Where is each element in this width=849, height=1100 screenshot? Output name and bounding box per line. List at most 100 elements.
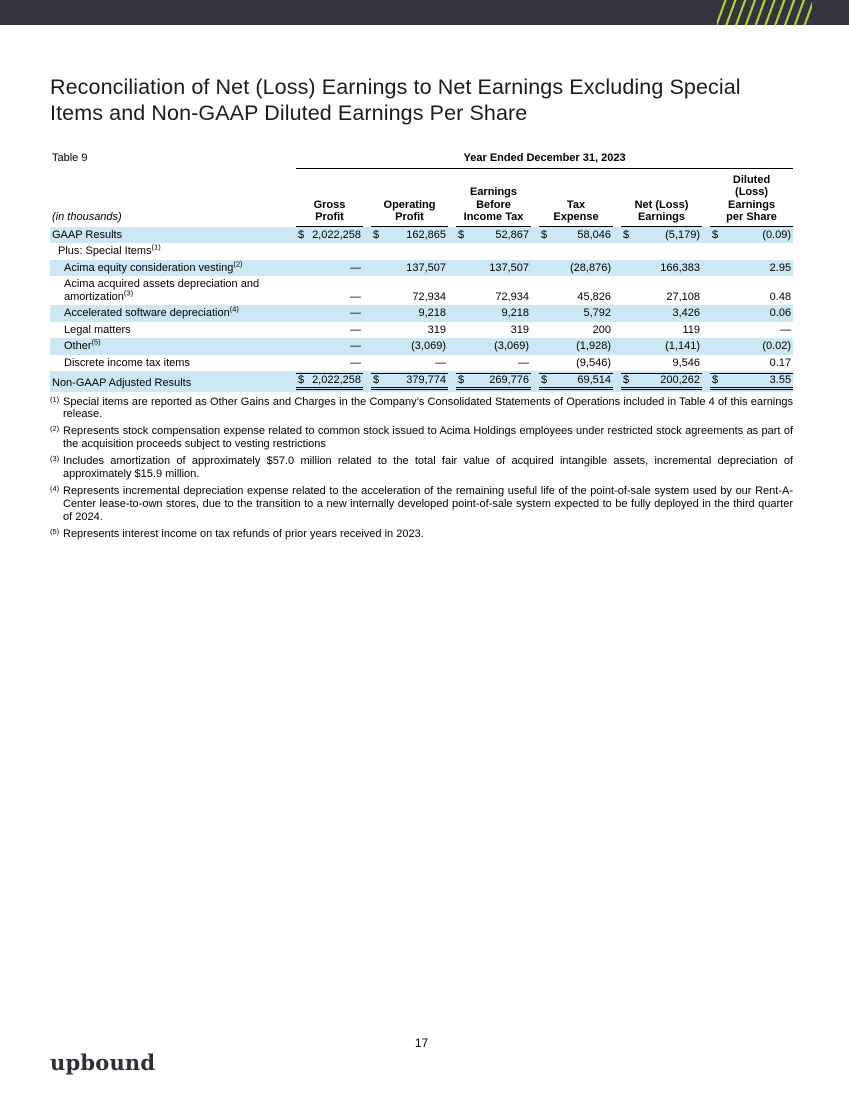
value-cell: 0.06 [769, 307, 792, 319]
value-cell: 9,218 [418, 307, 446, 319]
table-row: Acima acquired assets depreciation and a… [50, 276, 793, 305]
column-header-diluted-eps: Diluted (Loss) Earnings per Share [702, 169, 794, 227]
row-label: Acima acquired assets depreciation and a… [64, 278, 260, 303]
footnote-marker: (3) [50, 454, 60, 464]
value-cell: $269,776 [448, 371, 531, 392]
content-area: Table 9 Year Ended December 31, 2023 (in… [50, 152, 794, 545]
value-cell [448, 243, 531, 260]
value-cell: — [350, 261, 361, 274]
column-header-operating-profit: Operating Profit [363, 169, 448, 227]
table-row: Non-GAAP Adjusted Results $2,022,258 $379,… [50, 371, 794, 392]
value-cell: $58,046 [541, 228, 611, 241]
value-cell: $2,022,258 [298, 228, 361, 241]
footnote: (5) Represents interest income on tax ref… [50, 526, 793, 541]
page-title: Reconciliation of Net (Loss) Earnings to… [50, 75, 741, 125]
reconciliation-table-body: GAAP Results $2,022,258 $162,865 $52,867 $58… [50, 226, 794, 392]
value-cell: — [518, 356, 529, 369]
value-cell: (9,546) [576, 356, 611, 369]
row-label: Plus: Special Items(1) [58, 242, 161, 257]
row-label: Other(5) [64, 337, 101, 352]
value-cell [702, 243, 793, 260]
column-header-earnings-before-income-tax: Earnings Before Income Tax [448, 169, 531, 227]
row-label: Legal matters [64, 323, 131, 336]
period-header-row: Table 9 Year Ended December 31, 2023 [50, 152, 794, 169]
top-header-bar [0, 0, 849, 25]
value-cell [531, 243, 613, 260]
footnote-text: Represents incremental depreciation expe… [63, 484, 793, 523]
period-header: Year Ended December 31, 2023 [296, 152, 794, 169]
value-cell: — [350, 307, 361, 319]
value-cell: — [350, 323, 361, 336]
value-cell: 5,792 [583, 307, 611, 319]
footnotes: (1) Special items are reported as Other G… [50, 394, 793, 541]
column-header-net-loss-earnings: Net (Loss) Earnings [613, 169, 702, 227]
value-cell: 45,826 [577, 290, 611, 303]
footnote: (2) Represents stock compensation expense… [50, 424, 793, 451]
table-row: Accelerated software depreciation(4) — 9,2… [50, 304, 794, 322]
value-cell: 119 [682, 323, 700, 336]
table-number-label: Table 9 [52, 152, 88, 164]
table-row: Plus: Special Items(1) [50, 243, 793, 260]
footnote-text: Includes amortization of approximately $… [63, 455, 793, 481]
value-cell: (3,069) [494, 340, 529, 352]
value-cell [288, 243, 363, 260]
value-cell: 137,507 [406, 261, 446, 274]
value-cell: (0.02) [762, 340, 792, 352]
table-row: GAAP Results $2,022,258 $162,865 $52,867 $58… [50, 226, 794, 243]
reconciliation-table: Table 9 Year Ended December 31, 2023 (in… [50, 152, 794, 392]
value-cell: $52,867 [458, 228, 529, 241]
value-cell: — [350, 340, 361, 352]
value-cell: $69,514 [531, 371, 613, 392]
column-header-row: (in thousands) Gross Profit Operating Pr… [50, 169, 794, 227]
row-label: Acima equity consideration vesting(2) [64, 258, 243, 274]
footnote-text: Represents stock compensation expense re… [63, 425, 793, 451]
upbound-logo: upbound [50, 1050, 156, 1075]
value-cell: 166,383 [660, 261, 700, 274]
row-label: GAAP Results [52, 228, 123, 241]
footnote-text: Represents interest income on tax refund… [63, 527, 424, 540]
footnote-reference: (1) [151, 242, 161, 252]
page-number: 17 [414, 1036, 429, 1050]
footnote-reference: (4) [229, 304, 239, 314]
value-cell: 2.95 [769, 261, 792, 274]
value-cell [613, 243, 702, 260]
table-row: Acima equity consideration vesting(2) — 13… [50, 258, 794, 276]
footnote-reference: (3) [123, 287, 134, 297]
footnote: (1) Special items are reported as Other G… [50, 394, 793, 422]
row-label: Non-GAAP Adjusted Results [52, 377, 192, 389]
value-cell: 27,108 [666, 290, 700, 303]
value-cell: 72,934 [495, 290, 529, 303]
value-cell: — [780, 323, 792, 336]
value-cell: 9,546 [672, 356, 700, 369]
value-cell: 72,934 [412, 290, 446, 303]
value-cell: 319 [427, 323, 446, 336]
value-cell [363, 243, 448, 260]
value-cell: — [350, 290, 361, 303]
value-cell: — [435, 356, 446, 369]
value-cell: 137,507 [489, 261, 529, 274]
footnote-reference: (5) [91, 337, 101, 347]
value-cell: 9,218 [501, 307, 529, 319]
footnote-marker: (1) [50, 394, 60, 404]
footnote: (3) Includes amortization of approximatel… [50, 454, 793, 481]
footnote-text: Special items are reported as Other Gain… [63, 395, 793, 421]
value-cell: $3.55 [702, 371, 794, 392]
value-cell: 319 [510, 323, 529, 336]
footnote-reference: (2) [233, 258, 243, 268]
row-label: Accelerated software depreciation(4) [64, 304, 239, 319]
table-row: Discrete income tax items — — — (9,546) 9,546… [50, 355, 793, 372]
units-label: (in thousands) [52, 211, 122, 223]
value-cell: — [350, 356, 361, 369]
table-row: Legal matters — 319 319 200 119 — [50, 322, 793, 339]
table-row: Other(5) — (3,069) (3,069) (1,928) (1,141) (0.… [50, 337, 794, 355]
value-cell: (3,069) [411, 340, 446, 352]
footnote-marker: (4) [50, 483, 60, 493]
value-cell: 0.48 [769, 290, 792, 303]
value-cell: $200,262 [613, 371, 702, 392]
footnote-marker: (5) [50, 526, 60, 536]
row-label: Discrete income tax items [64, 356, 190, 369]
value-cell: 0.17 [769, 356, 792, 369]
value-cell: $ (5,179) [623, 228, 700, 241]
footnote-marker: (2) [50, 424, 60, 434]
